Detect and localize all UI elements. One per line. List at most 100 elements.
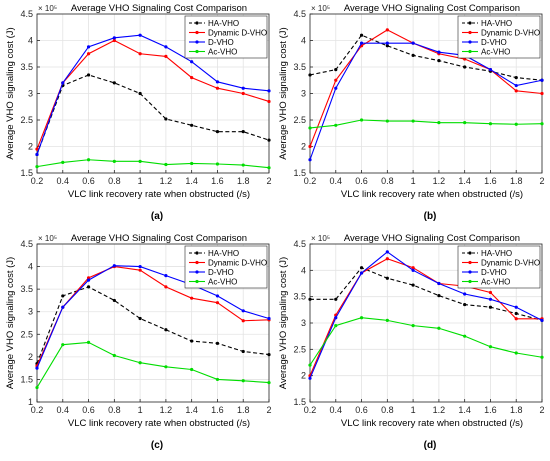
- data-point: [514, 351, 518, 355]
- data-point: [514, 305, 518, 309]
- data-point: [215, 377, 220, 382]
- series-line-dynamic-d-vho: [309, 29, 543, 147]
- data-point: [35, 366, 39, 370]
- data-point: [241, 319, 245, 323]
- x-tick-label: 2: [539, 405, 544, 415]
- data-point: [86, 158, 91, 162]
- legend-label: Ac-VHO: [481, 278, 510, 287]
- data-point: [241, 309, 245, 313]
- legend-label: D-VHO: [481, 268, 507, 277]
- data-point: [463, 65, 467, 69]
- y-tick-label: 2: [301, 371, 306, 381]
- y-exponent-label: × 10⁵: [38, 4, 57, 13]
- legend-label: Ac-VHO: [208, 48, 237, 57]
- y-tick-label: 3.5: [20, 284, 33, 294]
- data-point: [241, 163, 245, 167]
- data-point: [411, 41, 415, 45]
- x-tick-label: 1.6: [211, 405, 224, 415]
- x-tick-label: 1.8: [510, 405, 523, 415]
- data-point: [308, 73, 312, 77]
- data-point: [241, 86, 245, 90]
- data-point: [241, 130, 245, 134]
- x-tick-label: 0.2: [304, 405, 317, 415]
- legend-label: HA-VHO: [481, 249, 512, 258]
- data-point: [437, 121, 441, 125]
- legend-label: D-VHO: [208, 268, 234, 277]
- data-point: [359, 271, 364, 275]
- series-line-ac-vho: [309, 317, 543, 366]
- y-tick-label: 4.5: [20, 9, 33, 19]
- data-point: [215, 341, 220, 345]
- legend-marker: [195, 49, 199, 54]
- chart-title: Average VHO Signaling Cost Comparison: [344, 3, 520, 14]
- legend-label: D-VHO: [481, 38, 507, 47]
- y-tick-label: 3.5: [20, 62, 33, 72]
- y-tick-label: 4: [28, 262, 33, 272]
- y-exponent-label: × 10⁵: [311, 4, 330, 13]
- data-point: [463, 121, 467, 125]
- data-point: [164, 365, 168, 369]
- data-point: [267, 99, 271, 104]
- data-point: [488, 345, 493, 349]
- y-tick-label: 2: [28, 352, 33, 362]
- data-point: [488, 68, 493, 72]
- x-tick-label: 1.2: [433, 176, 446, 186]
- x-tick-label: 0.8: [381, 405, 394, 415]
- data-point: [411, 119, 415, 123]
- data-point: [540, 318, 544, 322]
- legend-label: Dynamic D-VHO: [208, 29, 267, 38]
- data-point: [463, 302, 467, 307]
- data-point: [190, 161, 194, 166]
- data-point: [164, 285, 168, 289]
- y-axis-label: Average VHO signaling cost (J): [278, 27, 289, 159]
- x-tick-label: 2: [266, 405, 271, 415]
- data-point: [334, 123, 338, 127]
- x-tick-label: 1: [138, 405, 143, 415]
- x-tick-label: 0.4: [57, 405, 70, 415]
- series-line-dynamic-d-vho: [36, 39, 270, 150]
- legend-label: HA-VHO: [208, 19, 239, 28]
- data-point: [514, 83, 518, 88]
- legend-label: Dynamic D-VHO: [481, 29, 540, 38]
- data-point: [86, 278, 91, 282]
- series-line-d-vho: [36, 265, 270, 369]
- data-point: [411, 324, 415, 328]
- y-axis-label: Average VHO signaling cost (J): [5, 257, 16, 389]
- data-point: [385, 119, 389, 123]
- x-tick-label: 2: [539, 176, 544, 186]
- data-point: [86, 45, 91, 49]
- data-point: [35, 147, 39, 151]
- data-point: [359, 316, 364, 320]
- y-tick-label: 3.5: [293, 292, 306, 302]
- data-point: [190, 367, 194, 372]
- data-point: [385, 257, 389, 261]
- y-tick-label: 1.5: [293, 397, 306, 407]
- x-tick-label: 0.8: [108, 405, 121, 415]
- x-tick-label: 0.8: [108, 176, 121, 186]
- x-tick-label: 1.4: [458, 405, 471, 415]
- x-tick-label: 1.8: [237, 176, 250, 186]
- data-point: [112, 159, 116, 163]
- x-tick-label: 0.6: [355, 176, 368, 186]
- data-point: [190, 296, 194, 300]
- data-point: [359, 266, 364, 270]
- data-point: [112, 298, 116, 303]
- legend-label: Ac-VHO: [208, 278, 237, 287]
- data-point: [437, 294, 441, 298]
- data-point: [437, 281, 441, 286]
- chart-title: Average VHO Signaling Cost Comparison: [344, 233, 520, 244]
- data-point: [215, 301, 220, 305]
- x-tick-label: 0.4: [330, 176, 343, 186]
- data-point: [241, 379, 245, 383]
- legend-label: Dynamic D-VHO: [208, 259, 267, 268]
- data-point: [514, 89, 518, 93]
- data-point: [359, 33, 364, 37]
- data-point: [267, 316, 271, 321]
- data-point: [267, 166, 271, 170]
- legend-marker: [195, 270, 199, 274]
- data-point: [308, 297, 312, 301]
- y-axis-label: Average VHO signaling cost (J): [278, 257, 289, 389]
- x-tick-label: 0.8: [381, 176, 394, 186]
- x-tick-label: 0.2: [304, 176, 317, 186]
- data-point: [308, 376, 312, 380]
